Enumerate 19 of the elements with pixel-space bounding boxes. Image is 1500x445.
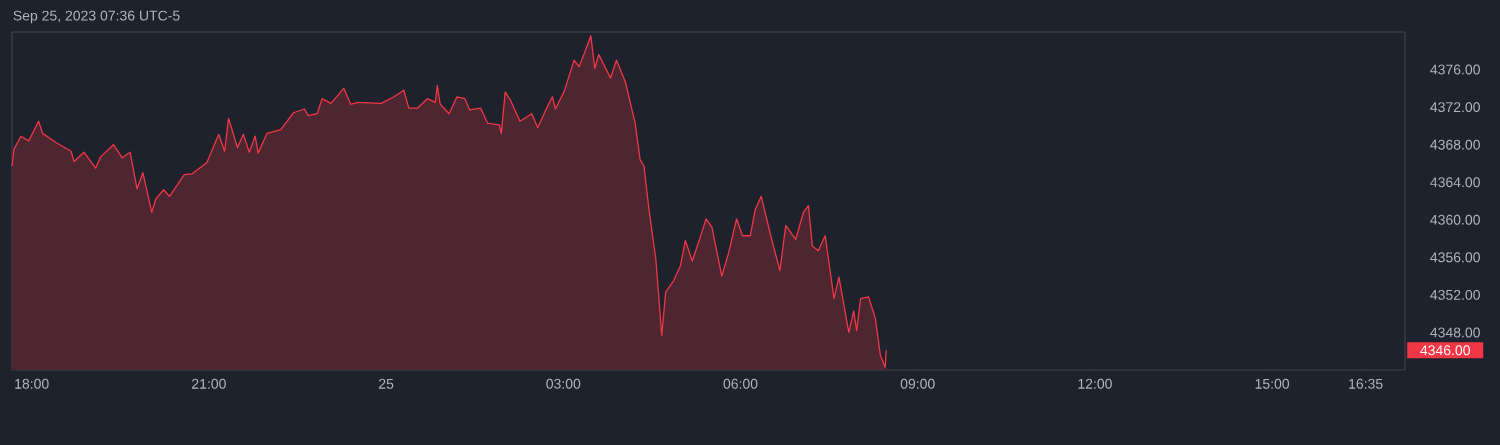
y-tick-label: 4352.00 xyxy=(1430,289,1480,300)
x-tick-label: 15:00 xyxy=(1255,378,1290,389)
y-tick-label: 4372.00 xyxy=(1430,102,1480,113)
x-tick-label: 18:00 xyxy=(15,378,49,389)
x-tick-label: 12:00 xyxy=(1078,378,1112,389)
y-tick-label: 4360.00 xyxy=(1430,214,1480,225)
y-tick-label: 4368.00 xyxy=(1430,139,1480,150)
chart-title: Sep 25, 2023 07:36 UTC-5 xyxy=(13,10,180,24)
x-tick-label: 03:00 xyxy=(546,378,581,389)
x-tick-label: 16:35 xyxy=(1349,378,1383,389)
x-tick-label: 21:00 xyxy=(192,378,226,389)
x-tick-label: 25 xyxy=(379,378,394,389)
text: 4346.00 xyxy=(1420,345,1470,356)
y-tick-label: 4348.00 xyxy=(1430,327,1480,338)
x-tick-label: 06:00 xyxy=(723,378,758,389)
x-tick-label: 09:00 xyxy=(900,378,935,389)
y-tick-label: 4364.00 xyxy=(1430,177,1480,188)
y-tick-label: 4356.00 xyxy=(1430,252,1480,263)
y-tick-label: 4376.00 xyxy=(1430,64,1480,75)
